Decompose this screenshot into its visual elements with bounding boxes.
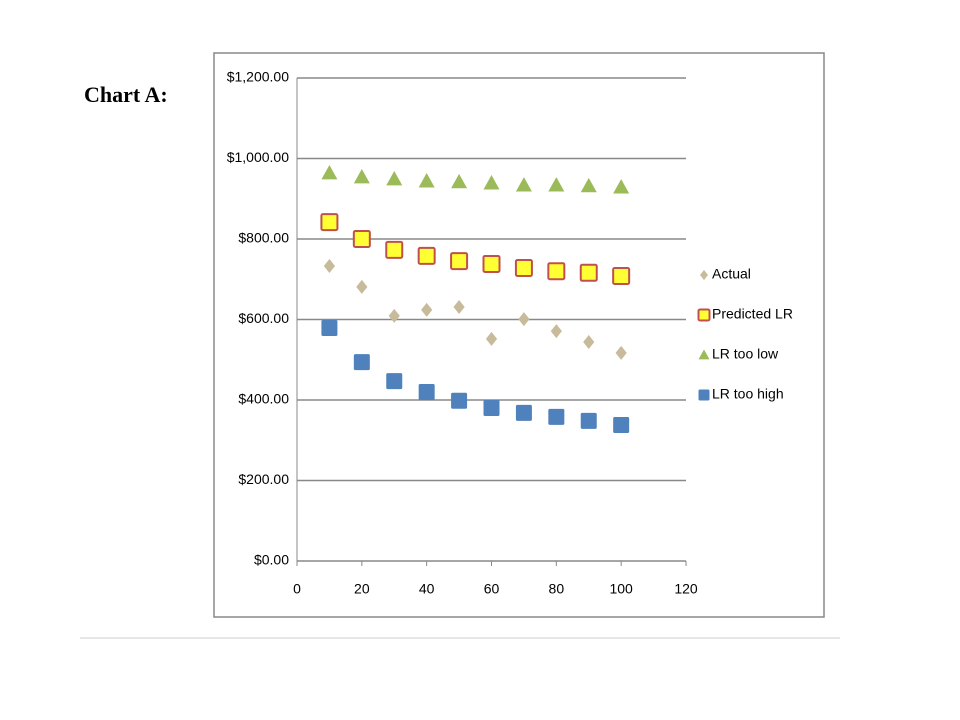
marker	[356, 279, 368, 294]
marker	[515, 177, 532, 192]
marker	[451, 173, 468, 189]
legend-marker	[700, 270, 708, 280]
marker	[418, 173, 435, 188]
marker	[321, 319, 338, 336]
chart-frame	[213, 52, 825, 618]
marker	[417, 246, 436, 265]
marker	[453, 300, 465, 315]
marker	[615, 345, 627, 360]
marker	[515, 404, 532, 421]
marker	[323, 258, 336, 273]
marker	[386, 171, 403, 186]
legend-label: Predicted LR	[712, 306, 793, 322]
y-tick-label: $1,000.00	[227, 149, 289, 165]
marker	[320, 213, 339, 232]
marker	[451, 392, 468, 409]
marker	[550, 324, 562, 339]
marker	[450, 252, 469, 271]
marker	[483, 175, 500, 190]
marker	[613, 179, 630, 194]
y-tick-label: $400.00	[238, 391, 289, 407]
marker	[514, 258, 533, 277]
marker	[321, 164, 338, 180]
x-tick-label: 60	[484, 581, 500, 597]
x-tick-label: 120	[674, 581, 698, 597]
marker	[353, 169, 370, 184]
legend-marker	[698, 389, 710, 401]
y-tick-label: $800.00	[238, 230, 289, 246]
marker	[612, 267, 631, 286]
x-tick-label: 80	[549, 581, 565, 597]
y-tick-label: $1,200.00	[227, 69, 289, 85]
marker	[547, 262, 566, 281]
marker	[580, 177, 597, 193]
x-tick-label: 20	[354, 581, 370, 597]
marker	[583, 335, 595, 350]
heading: Chart A:	[84, 82, 168, 107]
legend-marker	[698, 349, 710, 360]
marker	[482, 254, 501, 273]
x-tick-label: 0	[293, 581, 301, 597]
marker	[548, 177, 565, 192]
legend-label: LR too high	[712, 386, 784, 402]
legend-label: LR too low	[712, 346, 779, 362]
y-tick-label: $200.00	[238, 471, 289, 487]
marker	[485, 331, 498, 346]
marker	[418, 383, 435, 400]
marker	[385, 240, 404, 259]
marker	[518, 312, 530, 327]
marker	[483, 400, 500, 417]
marker	[352, 230, 371, 248]
marker	[548, 408, 565, 425]
marker	[388, 308, 400, 323]
legend-marker	[697, 308, 711, 322]
y-tick-label: $0.00	[254, 552, 289, 568]
marker	[613, 416, 630, 433]
x-tick-label: 40	[419, 581, 435, 597]
marker	[421, 302, 433, 317]
x-tick-label: 100	[609, 581, 633, 597]
marker	[353, 354, 370, 371]
legend-label: Actual	[712, 266, 751, 282]
y-tick-label: $600.00	[238, 310, 289, 326]
marker	[580, 412, 597, 429]
marker	[386, 373, 403, 390]
marker	[579, 263, 598, 282]
